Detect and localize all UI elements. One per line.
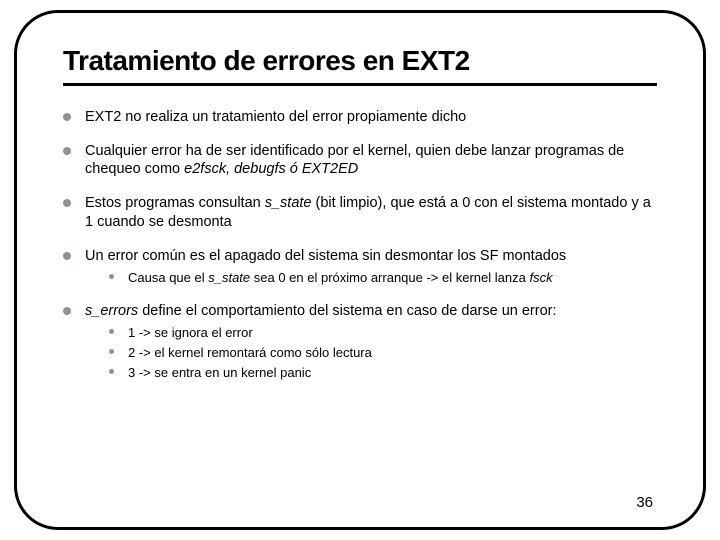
bullet-marker-icon — [63, 199, 71, 207]
sub-item: 1 -> se ignora el error — [109, 324, 657, 342]
text-run: sea 0 en el próximo arranque -> el kerne… — [250, 270, 529, 285]
slide-frame: Tratamiento de errores en EXT2 EXT2 no r… — [14, 10, 706, 530]
text-run: define el comportamiento del sistema en … — [138, 303, 556, 319]
bullet-marker-icon — [63, 113, 71, 121]
sub-text: 3 -> se entra en un kernel panic — [128, 364, 657, 382]
bullet-item: Cualquier error ha de ser identificado p… — [63, 142, 657, 178]
bullet-text: EXT2 no realiza un tratamiento del error… — [85, 108, 657, 126]
text-run-italic: e2fsck, debugfs ó EXT2ED — [184, 161, 358, 177]
sub-text: 2 -> el kernel remontará como sólo lectu… — [128, 344, 657, 362]
text-run-italic: s_errors — [85, 303, 138, 319]
sub-marker-icon — [109, 369, 114, 374]
bullet-text: Un error común es el apagado del sistema… — [85, 247, 657, 287]
sub-text: 1 -> se ignora el error — [128, 324, 657, 342]
bullet-marker-icon — [63, 252, 71, 260]
bullet-marker-icon — [63, 307, 71, 315]
text-run-italic: s_state — [208, 270, 250, 285]
sub-marker-icon — [109, 329, 114, 334]
bullet-item: s_errors define el comportamiento del si… — [63, 302, 657, 381]
bullet-item: Un error común es el apagado del sistema… — [63, 247, 657, 287]
bullet-text: Cualquier error ha de ser identificado p… — [85, 142, 657, 178]
sub-marker-icon — [109, 274, 114, 279]
bullet-item: EXT2 no realiza un tratamiento del error… — [63, 108, 657, 126]
sub-list: 1 -> se ignora el error 2 -> el kernel r… — [85, 324, 657, 381]
text-run: Estos programas consultan — [85, 195, 265, 211]
text-run: Causa que el — [128, 270, 208, 285]
sub-text: Causa que el s_state sea 0 en el próximo… — [128, 269, 657, 287]
text-run-italic: fsck — [529, 270, 552, 285]
slide-title: Tratamiento de errores en EXT2 — [63, 45, 657, 86]
sub-item: 3 -> se entra en un kernel panic — [109, 364, 657, 382]
text-run-italic: s_state — [265, 195, 312, 211]
bullet-text: s_errors define el comportamiento del si… — [85, 302, 657, 381]
bullet-text: Estos programas consultan s_state (bit l… — [85, 194, 657, 230]
bullet-item: Estos programas consultan s_state (bit l… — [63, 194, 657, 230]
sub-marker-icon — [109, 349, 114, 354]
sub-list: Causa que el s_state sea 0 en el próximo… — [85, 269, 657, 287]
sub-item: Causa que el s_state sea 0 en el próximo… — [109, 269, 657, 287]
bullet-marker-icon — [63, 147, 71, 155]
text-run: Un error común es el apagado del sistema… — [85, 248, 566, 264]
sub-item: 2 -> el kernel remontará como sólo lectu… — [109, 344, 657, 362]
page-number: 36 — [636, 494, 653, 511]
bullet-list: EXT2 no realiza un tratamiento del error… — [63, 108, 657, 381]
